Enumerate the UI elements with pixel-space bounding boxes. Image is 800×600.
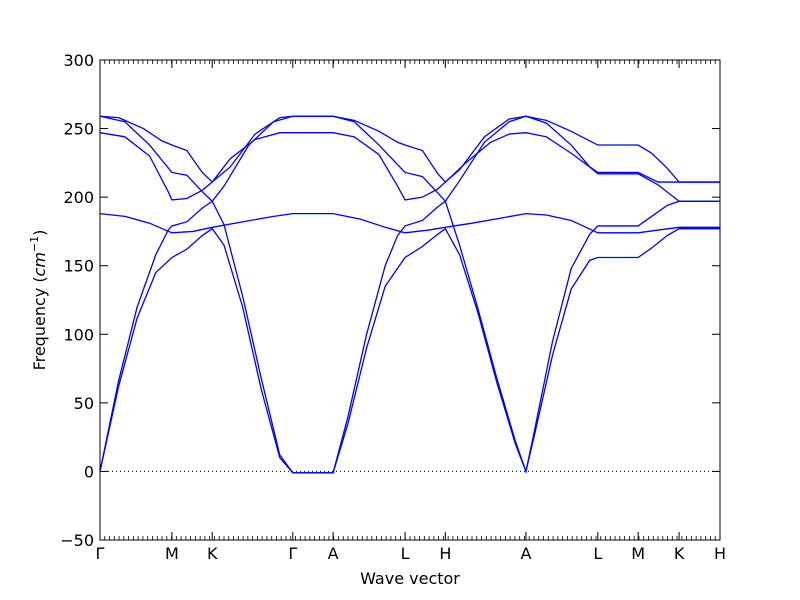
y-tick-label: 50 xyxy=(74,394,94,413)
x-tick-label: H xyxy=(714,544,726,563)
y-axis-title-main: Frequency ( xyxy=(30,276,49,370)
band-line-6 xyxy=(99,115,720,183)
x-tick-label: A xyxy=(328,544,339,563)
band-line-2 xyxy=(99,200,720,474)
y-tick-label: 300 xyxy=(63,51,94,70)
y-tick-label: 200 xyxy=(63,188,94,207)
band-series xyxy=(99,115,720,474)
x-tick-label: Γ xyxy=(288,544,297,563)
plot-area xyxy=(100,60,720,540)
y-tick-label: 150 xyxy=(63,257,94,276)
y-axis-title-close: ) xyxy=(30,230,49,236)
x-tick-label: K xyxy=(207,544,218,563)
y-tick-labels: −50 0 50 100 150 200 250 300 xyxy=(60,51,94,550)
band-line-5 xyxy=(99,115,720,203)
x-tick-label: M xyxy=(165,544,179,563)
y-axis-title-exponent: −1 xyxy=(28,236,41,252)
x-tick-label: M xyxy=(631,544,645,563)
x-tick-label: A xyxy=(520,544,531,563)
y-tick-label: 250 xyxy=(63,120,94,139)
x-tick-label: L xyxy=(401,544,410,563)
x-tick-label: H xyxy=(439,544,451,563)
y-axis-title: Frequency (cm−1) xyxy=(28,230,49,371)
x-tick-label: L xyxy=(593,544,602,563)
y-tick-label: 0 xyxy=(84,462,94,481)
y-tick-label: −50 xyxy=(60,531,94,550)
x-axis-title: Wave vector xyxy=(360,569,460,588)
plot-background xyxy=(100,60,720,540)
y-axis-title-unit: cm xyxy=(30,252,49,276)
band-line-1 xyxy=(99,227,720,474)
y-tick-label: 100 xyxy=(63,325,94,344)
x-tick-label: K xyxy=(674,544,685,563)
band-line-4 xyxy=(99,132,720,202)
band-line-3 xyxy=(99,212,720,234)
x-tick-label: Γ xyxy=(96,544,105,563)
plot-frame xyxy=(99,59,721,541)
